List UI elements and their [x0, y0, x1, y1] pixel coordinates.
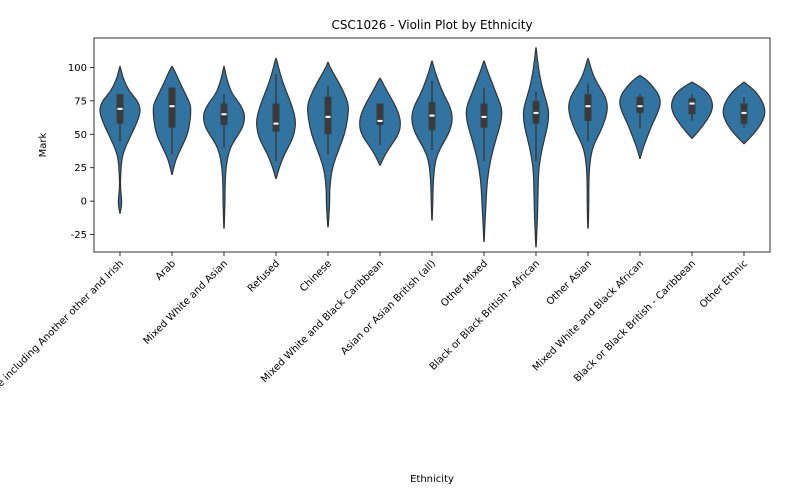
- plot-frame: [93, 37, 771, 253]
- y-axis: -25 0 25 50 75 100: [68, 63, 94, 241]
- x-tick-label: Other Asian: [545, 258, 594, 307]
- x-tick-label: Refused: [246, 258, 282, 294]
- x-tick-label: Chinese: [298, 258, 334, 294]
- violin-iqr-box: [272, 103, 280, 132]
- violin-iqr-box: [480, 103, 488, 128]
- x-axis-label: Ethnicity: [410, 474, 454, 485]
- x-axis: White including Another other and Irish A…: [0, 252, 750, 406]
- y-tick-label: 50: [74, 130, 87, 141]
- violin-iqr-box: [324, 96, 332, 135]
- x-tick-label: Arab: [154, 258, 178, 282]
- x-tick-label: Mixed White and Black African: [531, 258, 646, 373]
- violin-body: [568, 57, 608, 229]
- x-tick-label: Mixed White and Asian: [142, 258, 231, 347]
- y-axis-label: Mark: [38, 132, 49, 157]
- x-tick-label: Asian or Asian British (all): [339, 258, 438, 357]
- x-tick-label: Other Ethnic: [698, 258, 750, 310]
- x-tick-label: Other Mixed: [439, 258, 490, 309]
- y-tick-label: 25: [74, 163, 87, 174]
- x-tick-label: Black or Black British - African: [428, 258, 542, 372]
- violin-iqr-box: [688, 98, 696, 115]
- violin-iqr-box: [636, 96, 644, 113]
- chart-title: CSC1026 - Violin Plot by Ethnicity: [331, 18, 532, 32]
- y-tick-label: 0: [81, 197, 87, 208]
- violin-iqr-box: [376, 103, 384, 125]
- y-tick-label: 100: [68, 63, 87, 74]
- y-tick-label: 75: [74, 96, 87, 107]
- violin-iqr-box: [584, 94, 592, 121]
- x-tick-label: White including Another other and Irish: [0, 258, 126, 405]
- x-tick-label: Black or Black British - Caribbean: [572, 258, 698, 384]
- y-tick-label: -25: [71, 230, 87, 241]
- violin-group: [99, 46, 766, 248]
- violin-iqr-box: [168, 87, 176, 128]
